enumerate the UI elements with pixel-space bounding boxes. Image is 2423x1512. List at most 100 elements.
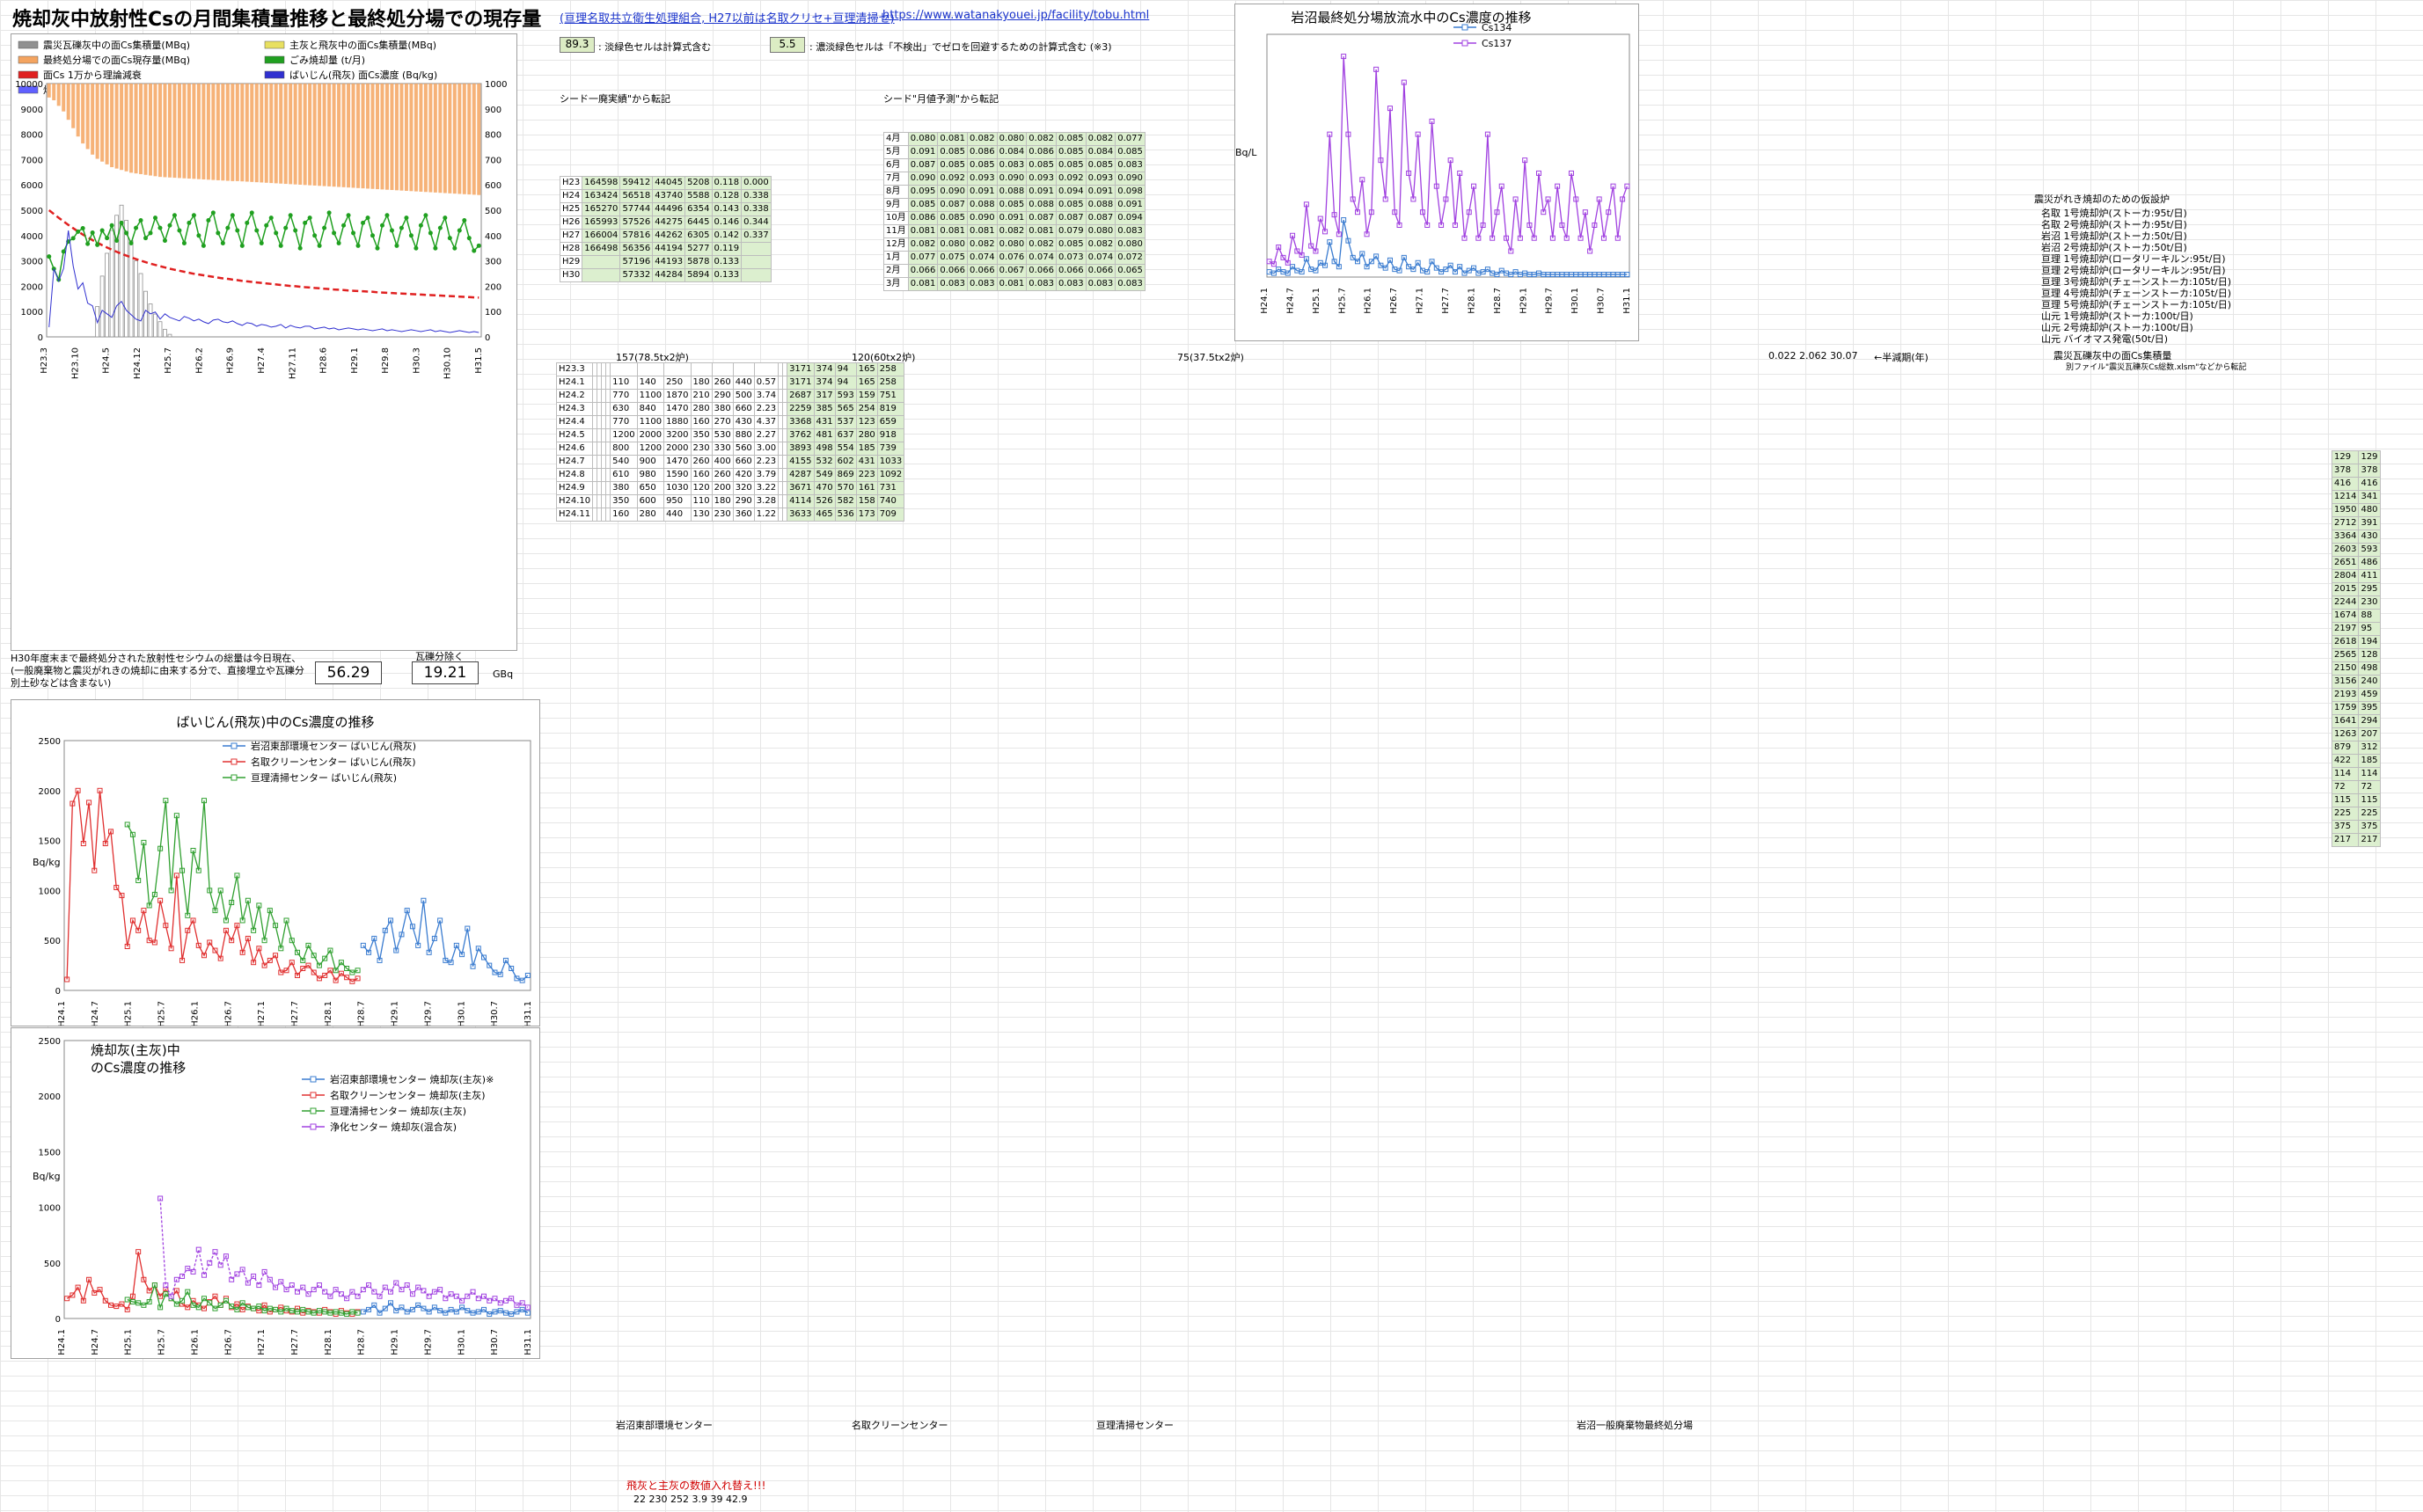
stock-bar [245,84,249,182]
table-cell: 3.00 [753,442,780,456]
table-cell: 360 [732,508,755,522]
table-cell: 0.082 [1085,132,1116,146]
table-cell: 0.119 [711,242,743,256]
source-link[interactable]: https://www.watanakyouei.jp/facility/tob… [882,9,1150,22]
table-row: 2月 0.066 0.066 0.066 0.067 0.066 0.066 0.066 0.0… [883,264,1146,278]
garbage-point [317,243,322,248]
table-cell: 0.081 [1026,224,1057,238]
residual-note: H30年度末まで最終処分された放射性セシウムの総量は今日現在、(一般廃棄物と震災… [11,653,304,689]
gareki-bar [153,313,157,338]
table-cell: 120 [690,481,713,495]
table-cell: 0.091 [1115,198,1146,212]
stock-bar [399,84,404,191]
table-cell: 416 [2331,477,2360,491]
table-cell: 481 [813,428,836,442]
table-cell: 160 [690,468,713,482]
stock-bar [347,84,351,188]
table-cell: 128 [2358,648,2381,662]
x-tick: H25.1 [1312,288,1321,314]
table-cell: 270 [711,415,734,429]
table-row: 10月 0.086 0.085 0.090 0.091 0.087 0.087 0.087 0.… [883,211,1146,225]
table-row: 1674 88 [2331,609,2381,623]
garbage-point [332,230,337,236]
table-cell: 8月 [883,185,909,199]
chart-title: 焼却灰(主灰)中 [91,1042,180,1058]
right-tick: 600 [485,181,501,191]
table-cell: 431 [813,415,836,429]
garbage-point [452,245,458,251]
table-cell: H24.11 [555,508,594,522]
table-cell: 486 [2358,556,2381,570]
table-row: 115 115 [2331,793,2381,807]
table-cell: 0.142 [711,229,743,243]
garbage-point [70,236,76,241]
right-tick: 0 [485,333,490,343]
table-cell: 166004 [582,229,621,243]
series-line [362,900,529,982]
garbage-point [85,241,91,246]
table-row: 2244 230 [2331,595,2381,610]
table-cell: 0.098 [1115,185,1146,199]
garbage-point [351,230,356,236]
table-cell: 129 [2331,450,2360,464]
table-cell: H24.10 [555,494,594,508]
table-cell: 0.091 [907,145,939,159]
table-cell: H29 [559,255,583,269]
table-cell: 56356 [619,242,654,256]
table-cell: 0.077 [1115,132,1146,146]
table-cell: 570 [834,481,857,495]
table-row: H24.2 770 1100 1870 210 290 500 3.74 2687 317 593 1… [555,389,905,403]
table-cell: 0.091 [1026,185,1057,199]
stock-bar [462,84,466,194]
series-point [217,1262,223,1268]
stock-bar [52,84,56,101]
table-cell: H24.2 [555,389,594,403]
table-cell: 0.338 [741,189,772,203]
table-row: 7月 0.090 0.092 0.093 0.090 0.093 0.092 0.093 0.0… [883,172,1146,186]
table-cell: H24.8 [555,468,594,482]
legend-label: 岩沼東部環境センター 焼却灰(主灰)※ [330,1073,494,1085]
table-cell: 164598 [582,176,621,190]
table-cell: 260 [711,376,734,390]
table-cell: 0.338 [741,202,772,216]
table-row: H24.4 770 1100 1880 160 270 430 4.37 3368 431 537 1… [555,415,905,429]
garbage-point [370,233,375,238]
garbage-point [114,238,120,244]
main-table: H23.3 3171 374 94 165 258 H24.1 110 140 250 180 260… [555,362,905,522]
table-cell: 0.085 [937,158,969,172]
table-cell: 115 [2331,793,2360,807]
x-tick: H23.10 [70,347,80,379]
x-tick: H31.1 [1622,288,1632,314]
table-cell: 57816 [619,229,654,243]
table-cell: 0.087 [907,158,939,172]
table-cell: H24.7 [555,455,594,469]
stock-bar [211,84,216,180]
chart-leachate-panel: 岩沼最終処分場放流水中のCs濃度の推移 Bq/L H24.1 H24.7 H25.1 H2… [1234,4,1639,341]
table-cell: 95 [2358,622,2381,636]
table-cell: 380 [610,481,638,495]
legend-swatch [264,55,285,64]
stock-bar [283,84,288,185]
stock-bar [91,84,95,155]
series-line [127,1282,358,1315]
table-cell: 2687 [787,389,815,403]
series-point [207,1260,213,1266]
legend-label: Cs137 [1482,38,1512,49]
stock-bar [201,84,206,179]
table-cell: 378 [2331,464,2360,478]
source-note[interactable]: (亘理名取共立衛生処理組合, H27以前は名取クリセ+亘理清掃セ) [560,12,895,26]
stock-bar [380,84,384,190]
table-cell: 800 [610,442,638,456]
residual-unit: GBq [493,668,514,680]
table-cell: 0.083 [1115,277,1146,291]
garbage-point [278,243,283,248]
gareki-bar [167,333,172,338]
table-row: 378 378 [2331,464,2381,478]
legend-swatch [18,85,39,94]
x-tick: H25.1 [124,1001,134,1026]
table-cell: 0.085 [937,211,969,225]
footer-center-1: 岩沼東部環境センター [616,1420,713,1431]
stock-bar [153,84,157,177]
table-cell: 0.093 [967,172,998,186]
table-cell: H28 [559,242,583,256]
